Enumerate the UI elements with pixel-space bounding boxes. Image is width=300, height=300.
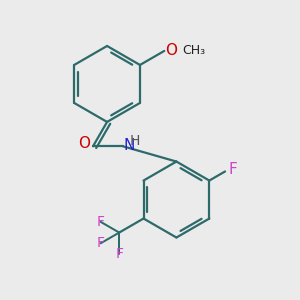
Text: O: O [78, 136, 90, 151]
Text: F: F [97, 215, 105, 229]
Text: O: O [166, 43, 178, 58]
Text: F: F [115, 247, 123, 261]
Text: N: N [124, 138, 135, 153]
Text: F: F [97, 236, 105, 250]
Text: F: F [229, 162, 238, 177]
Text: H: H [130, 134, 140, 148]
Text: CH₃: CH₃ [182, 44, 206, 57]
